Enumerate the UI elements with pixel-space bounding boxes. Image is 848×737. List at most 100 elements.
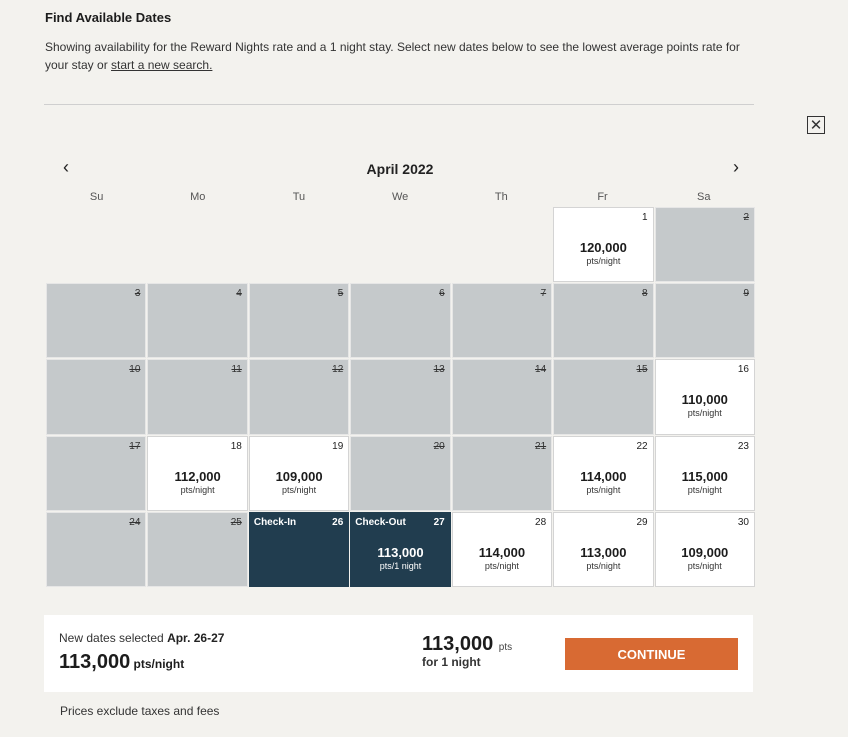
prev-month-button[interactable]: ‹ — [56, 157, 76, 177]
calendar-day-16[interactable]: 16 110,000 pts/night — [654, 359, 755, 435]
day-price-unit: pts/night — [687, 484, 722, 495]
calendar-day-15: 15 — [553, 359, 654, 435]
divider — [44, 104, 754, 105]
day-number: 25 — [230, 516, 242, 528]
selected-dates-prefix: New dates selected — [59, 631, 168, 645]
day-number: 14 — [535, 364, 547, 376]
calendar-empty-cell — [452, 207, 552, 282]
day-number: 10 — [129, 364, 141, 376]
nightly-rate: 113,000 pts/night — [59, 651, 184, 674]
close-icon: ✕ — [809, 116, 823, 134]
calendar-day-7: 7 — [451, 283, 553, 359]
calendar-day-9: 9 — [654, 283, 755, 359]
calendar-day-28[interactable]: 28 114,000 pts/night — [451, 511, 553, 587]
day-number: 12 — [332, 364, 344, 376]
selected-dates-line: New dates selected Apr. 26-27 — [59, 631, 224, 645]
total-points-value: 113,000 — [422, 633, 494, 655]
page-title: Find Available Dates — [45, 10, 172, 25]
day-number: 19 — [332, 440, 344, 452]
day-price-unit: pts/1 night — [379, 560, 422, 571]
start-new-search-link[interactable]: start a new search. — [111, 58, 213, 72]
calendar-day-17: 17 — [46, 435, 147, 511]
day-number: 22 — [636, 440, 648, 452]
weekday-label: Sa — [696, 191, 711, 203]
day-price: 115,000 — [681, 468, 728, 484]
calendar-day-18[interactable]: 18 112,000 pts/night — [147, 435, 248, 511]
day-number: 8 — [642, 288, 648, 300]
day-price: 120,000 — [579, 240, 627, 255]
total-nights: for 1 night — [422, 655, 481, 669]
calendar-day-26[interactable]: 26 Check-In — [248, 511, 350, 587]
calendar-day-29[interactable]: 29 113,000 pts/night — [553, 511, 654, 587]
selection-summary: New dates selected Apr. 26-27 113,000 pt… — [44, 615, 753, 692]
day-price-unit: pts/night — [484, 560, 519, 571]
day-number: 3 — [134, 288, 141, 300]
day-number: 24 — [129, 516, 141, 528]
day-price: 109,000 — [275, 468, 323, 484]
calendar-day-8: 8 — [553, 283, 654, 359]
total-points: 113,000 pts — [422, 633, 512, 656]
nightly-rate-unit: pts/night — [130, 657, 185, 671]
weekday-label: Mo — [190, 191, 206, 203]
day-number: 28 — [535, 516, 547, 528]
close-button[interactable]: ✕ — [807, 116, 825, 134]
weekday-label: Su — [89, 191, 104, 203]
chevron-left-icon: ‹ — [63, 157, 69, 177]
month-label: April 2022 — [366, 161, 434, 177]
day-price-unit: pts/night — [586, 560, 621, 571]
intro-text: Showing availability for the Reward Nigh… — [45, 38, 765, 74]
day-number: 1 — [642, 212, 648, 223]
day-number: 13 — [433, 364, 445, 376]
calendar-day-21: 21 — [451, 435, 553, 511]
calendar-day-22[interactable]: 22 114,000 pts/night — [553, 435, 654, 511]
calendar-day-3: 3 — [46, 283, 147, 359]
day-price-unit: pts/night — [282, 484, 317, 495]
calendar-day-13: 13 — [350, 359, 451, 435]
day-price-unit: pts/night — [687, 560, 722, 571]
day-number: 17 — [129, 440, 141, 452]
day-price: 114,000 — [580, 468, 627, 484]
nightly-rate-value: 113,000 — [59, 651, 131, 673]
day-number: 5 — [337, 288, 344, 300]
day-number: 11 — [231, 364, 242, 376]
day-number: 4 — [236, 288, 242, 300]
weekday-label: Fr — [597, 191, 608, 203]
day-number: 18 — [230, 440, 242, 452]
day-number: 7 — [540, 288, 547, 300]
day-number: 2 — [743, 212, 749, 223]
calendar-day-23[interactable]: 23 115,000 pts/night — [654, 435, 755, 511]
day-price: 114,000 — [478, 544, 526, 560]
day-number: 21 — [535, 440, 547, 452]
day-number: 27 — [433, 516, 445, 528]
day-price: 113,000 — [377, 544, 424, 560]
day-number: 30 — [737, 516, 749, 528]
day-price: 112,000 — [174, 468, 221, 484]
calendar-day-6: 6 — [350, 283, 451, 359]
calendar-day-27[interactable]: 27 Check-Out 113,000 pts/1 night — [350, 511, 451, 587]
weekday-label: Tu — [292, 191, 306, 203]
calendar-day-4: 4 — [147, 283, 248, 359]
calendar-day-30[interactable]: 30 109,000 pts/night — [654, 511, 755, 587]
continue-button[interactable]: CONTINUE — [565, 638, 738, 670]
selection-tag: Check-Out — [355, 516, 406, 528]
day-price-unit: pts/night — [687, 408, 722, 419]
calendar-empty-cell — [147, 207, 247, 282]
day-number: 15 — [636, 364, 648, 376]
selected-dates: Apr. 26-27 — [167, 631, 225, 645]
calendar-day-24: 24 — [46, 511, 147, 587]
day-number: 26 — [332, 516, 344, 528]
calendar-empty-cell — [46, 207, 146, 282]
chevron-right-icon: › — [733, 157, 739, 177]
next-month-button[interactable]: › — [726, 157, 746, 177]
day-number: 6 — [439, 288, 445, 300]
price-disclaimer: Prices exclude taxes and fees — [60, 704, 220, 718]
intro-description: Showing availability for the Reward Nigh… — [45, 40, 740, 72]
day-price: 110,000 — [681, 392, 728, 408]
calendar-day-14: 14 — [451, 359, 553, 435]
day-number: 9 — [743, 288, 749, 300]
calendar-day-1[interactable]: 1 120,000 pts/night — [553, 207, 654, 283]
calendar-day-19[interactable]: 19 109,000 pts/night — [248, 435, 350, 511]
calendar-empty-cell — [249, 207, 349, 282]
day-price: 109,000 — [681, 544, 729, 560]
day-price: 113,000 — [580, 544, 627, 560]
